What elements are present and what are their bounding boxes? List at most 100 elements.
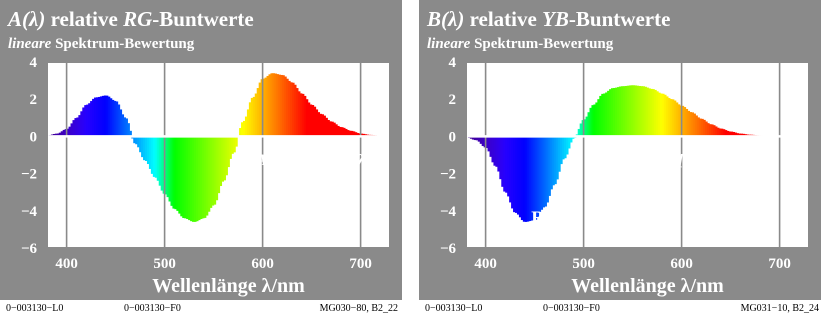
spectral-bar — [663, 94, 667, 137]
spectral-bar — [88, 103, 91, 137]
spectral-bar — [152, 136, 156, 177]
spectral-bar — [241, 122, 244, 137]
spectral-bar — [722, 129, 726, 137]
spectral-bar — [542, 136, 545, 208]
spectral-bar — [603, 93, 606, 137]
spectral-bar — [184, 136, 187, 219]
spectral-bar — [297, 91, 301, 137]
spectral-bar — [703, 119, 706, 137]
spectral-bar — [231, 136, 234, 154]
spectral-bar — [127, 123, 130, 137]
x-tick-label: 700 — [349, 256, 372, 272]
spectral-bar — [485, 136, 489, 149]
spectral-bar — [734, 132, 738, 137]
spectral-bar — [166, 136, 170, 198]
spectral-bar — [732, 131, 736, 137]
spectral-bar — [593, 104, 596, 137]
spectral-bar — [742, 133, 745, 137]
spectral-bar — [726, 130, 730, 137]
spectral-bar — [68, 126, 72, 137]
spectral-bar — [622, 86, 626, 137]
spectral-bar — [528, 136, 532, 222]
chart-subtitle: lineare Spektrum-Bewertung — [8, 36, 195, 52]
spectral-bar — [135, 136, 138, 145]
spectral-bar — [215, 136, 219, 201]
chart-subtitle: lineare Spektrum-Bewertung — [427, 36, 614, 52]
spectral-bar — [99, 96, 103, 137]
spectral-bar — [115, 101, 119, 137]
spectral-bar — [530, 136, 534, 221]
spectral-bar — [503, 136, 506, 192]
spectral-bar — [244, 116, 248, 137]
spectral-bar — [156, 136, 160, 181]
spectral-bar — [644, 86, 647, 137]
spectral-bar — [94, 97, 97, 137]
spectral-bar — [479, 136, 483, 144]
spectral-bar — [137, 136, 140, 148]
footer-code-f0: 0−003130−F0 — [124, 303, 181, 314]
series-annotation: Grün — [101, 199, 146, 220]
spectral-bar — [716, 127, 720, 137]
spectral-bar — [209, 136, 213, 208]
spectral-bar — [591, 105, 594, 137]
x-tick-label: 700 — [768, 256, 791, 272]
series-annotation: Gelb — [721, 76, 760, 97]
spectral-bar — [333, 122, 336, 137]
footer-code-l0: 0−003130−L0 — [425, 303, 483, 314]
spectral-bar — [685, 108, 689, 137]
chart-title: A(λ) relative RG-Buntwerte — [6, 7, 254, 31]
spectral-bar — [239, 128, 242, 137]
spectral-bar — [188, 136, 191, 221]
spectral-bar — [546, 136, 549, 203]
footer-code-l0: 0−003130−L0 — [6, 303, 64, 314]
spectral-bar — [319, 113, 322, 137]
spectral-bar — [346, 130, 350, 137]
spectral-bar — [475, 136, 479, 141]
spectral-bar — [567, 136, 571, 149]
spectral-bar — [597, 99, 600, 137]
y-tick-label: 2 — [449, 92, 457, 108]
spectral-bar — [58, 132, 62, 137]
chart-yb-buntwerte: 4 2 0 −2 −4 −6 400 500 600 700 Wellenlänge λ/nm B(λ… — [426, 7, 810, 297]
spectral-bar — [565, 136, 569, 155]
spectral-bar — [564, 136, 567, 159]
spectral-bar — [599, 95, 602, 137]
spectral-bar — [705, 121, 708, 137]
spectral-bar — [509, 136, 512, 203]
spectral-bar — [646, 87, 649, 137]
spectral-bar — [497, 136, 500, 172]
spectral-bar — [272, 73, 275, 137]
spectral-bar — [648, 88, 651, 137]
spectral-bar — [270, 73, 273, 137]
spectral-bar — [628, 85, 632, 137]
spectral-bar — [354, 132, 358, 137]
spectral-bar — [669, 99, 673, 137]
plot-frame — [465, 61, 810, 249]
spectral-bar — [180, 136, 183, 217]
spectral-bar — [182, 136, 185, 219]
spectral-bar — [125, 118, 128, 137]
spectral-bar — [675, 102, 679, 137]
spectral-bar — [119, 109, 123, 137]
x-axis-label: Wellenlänge λ/nm — [152, 275, 305, 297]
spectral-bar — [662, 93, 665, 137]
spectral-bar — [174, 136, 177, 210]
spectral-bar — [677, 104, 681, 137]
spectral-bar — [667, 98, 671, 137]
spectral-bar — [560, 136, 563, 165]
spectral-bar — [616, 87, 620, 137]
spectral-bar — [515, 136, 518, 213]
spectral-bar — [70, 123, 74, 137]
spectral-bar — [293, 84, 297, 137]
spectral-bar — [195, 136, 199, 222]
spectral-bar — [518, 136, 522, 218]
spectral-bar — [711, 124, 714, 137]
spectral-bar — [321, 114, 324, 137]
spectral-bar — [360, 133, 364, 137]
spectral-bar — [121, 114, 125, 137]
spectral-bar — [342, 127, 346, 137]
spectral-bar — [170, 136, 174, 206]
spectral-bar — [213, 136, 217, 205]
spectral-bar — [689, 112, 692, 137]
spectral-bar — [217, 136, 221, 194]
